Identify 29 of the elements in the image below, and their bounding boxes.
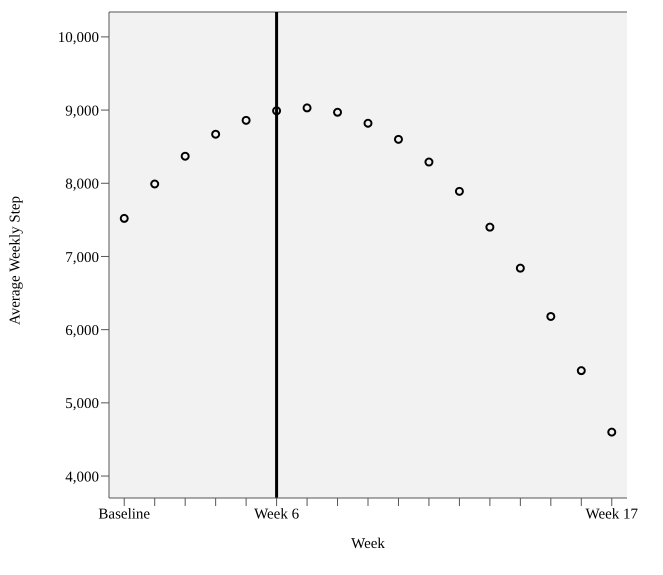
y-tick-label: 8,000 <box>65 176 99 193</box>
point <box>150 180 160 189</box>
point <box>333 108 342 117</box>
point <box>242 116 251 125</box>
point <box>424 158 434 167</box>
point <box>394 134 403 144</box>
point <box>364 118 372 128</box>
point <box>516 264 525 273</box>
point <box>485 222 494 232</box>
x-tick-label: Baseline <box>98 506 150 523</box>
point <box>546 312 556 321</box>
point <box>576 366 586 376</box>
y-tick-label: 10,000 <box>58 30 99 46</box>
x-tick-label: Week 6 <box>254 506 300 523</box>
point <box>302 103 312 112</box>
y-tick-label: 7,000 <box>65 250 99 266</box>
point <box>211 130 220 139</box>
point <box>180 152 190 161</box>
point <box>120 214 129 223</box>
point <box>607 428 616 437</box>
x-tick-label: Week 17 <box>586 506 639 523</box>
y-tick-label: 5,000 <box>65 396 99 412</box>
y-tick-label: 4,000 <box>65 469 99 486</box>
y-tick-label: 6,000 <box>65 322 99 339</box>
x-axis-title: Week <box>351 536 386 552</box>
point <box>272 106 282 116</box>
point <box>454 186 464 196</box>
y-tick-label: 9,000 <box>65 103 99 120</box>
y-axis-title: Average Weekly Step <box>7 196 24 325</box>
